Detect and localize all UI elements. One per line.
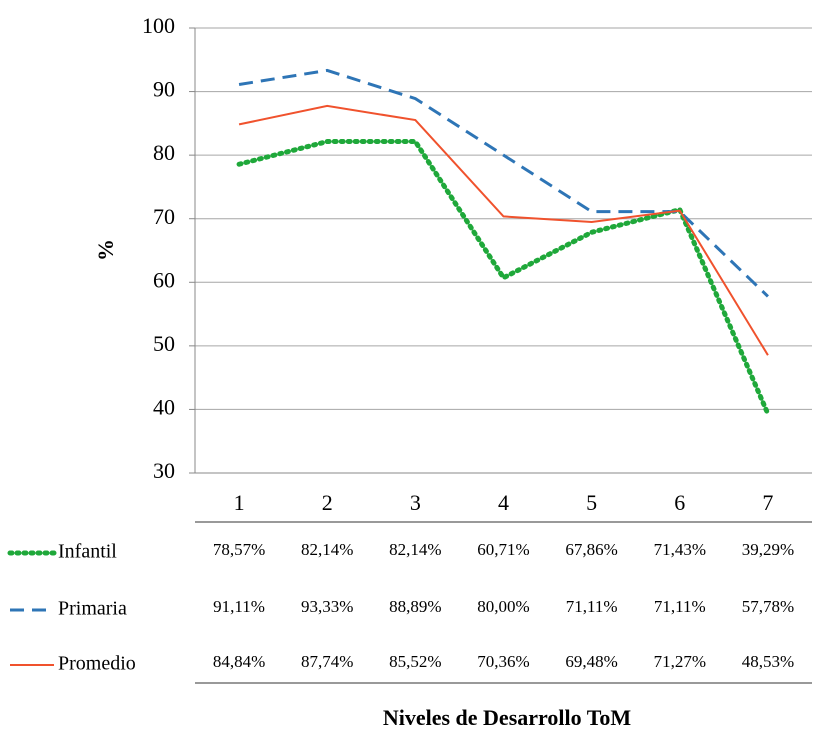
- y-tick-label: 50: [153, 331, 175, 356]
- x-tick-label: 6: [674, 490, 685, 515]
- legend-label: Promedio: [58, 653, 136, 675]
- series-line: [236, 139, 771, 417]
- x-tick-label: 4: [498, 490, 509, 515]
- table-cell: 69,48%: [565, 652, 617, 671]
- y-axis-label: %: [93, 239, 118, 261]
- table-cell: 91,11%: [213, 597, 265, 616]
- table-cell: 84,84%: [213, 652, 265, 671]
- table-cell: 71,11%: [654, 597, 706, 616]
- y-tick-label: 30: [153, 458, 175, 483]
- table-cell: 71,27%: [654, 652, 706, 671]
- table-cell: 48,53%: [742, 652, 794, 671]
- x-tick-label: 2: [322, 490, 333, 515]
- table-cell: 78,57%: [213, 540, 265, 559]
- table-cell: 80,00%: [477, 597, 529, 616]
- table-cell: 93,33%: [301, 597, 353, 616]
- table-cell: 82,14%: [389, 540, 441, 559]
- table-cell: 71,11%: [566, 597, 618, 616]
- x-tick-label: 5: [586, 490, 597, 515]
- series-line: [238, 104, 769, 356]
- table-cell: 67,86%: [565, 540, 617, 559]
- table-cell: 87,74%: [301, 652, 353, 671]
- y-tick-label: 90: [153, 77, 175, 102]
- y-tick-label: 40: [153, 394, 175, 419]
- y-tick-label: 60: [153, 267, 175, 292]
- series-line: [238, 68, 769, 298]
- table-cell: 85,52%: [389, 652, 441, 671]
- table-cell: 70,36%: [477, 652, 529, 671]
- table-cell: 88,89%: [389, 597, 441, 616]
- y-tick-label: 80: [153, 140, 175, 165]
- table-cell: 71,43%: [654, 540, 706, 559]
- table-cell: 39,29%: [742, 540, 794, 559]
- y-tick-label: 100: [142, 13, 175, 38]
- x-tick-label: 7: [762, 490, 773, 515]
- table-cell: 60,71%: [477, 540, 529, 559]
- x-tick-label: 3: [410, 490, 421, 515]
- x-axis-label: Niveles de Desarrollo ToM: [383, 705, 632, 730]
- table-cell: 82,14%: [301, 540, 353, 559]
- legend-label: Primaria: [58, 598, 127, 620]
- y-tick-label: 70: [153, 204, 175, 229]
- table-cell: 57,78%: [742, 597, 794, 616]
- x-tick-label: 1: [234, 490, 245, 515]
- legend-label: Infantil: [58, 541, 117, 563]
